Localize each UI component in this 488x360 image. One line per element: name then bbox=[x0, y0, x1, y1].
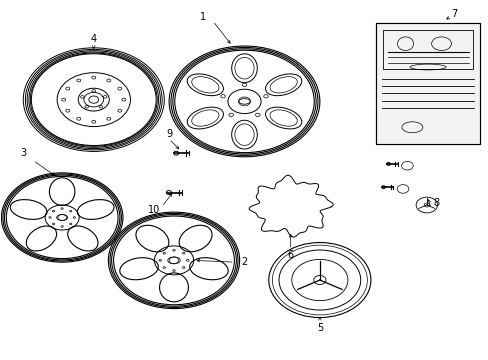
Bar bbox=[375, 23, 479, 144]
Text: 8: 8 bbox=[432, 198, 439, 208]
Text: 6: 6 bbox=[287, 250, 293, 260]
Text: 7: 7 bbox=[450, 9, 456, 19]
Text: 4: 4 bbox=[90, 34, 97, 44]
Bar bbox=[375, 23, 479, 144]
Text: 9: 9 bbox=[166, 129, 172, 139]
Text: 5: 5 bbox=[316, 323, 323, 333]
Bar bbox=[375, 23, 479, 144]
Text: 1: 1 bbox=[200, 13, 206, 22]
Text: 2: 2 bbox=[241, 257, 247, 267]
Text: 10: 10 bbox=[148, 205, 161, 215]
Text: 3: 3 bbox=[20, 148, 26, 158]
Bar bbox=[382, 30, 472, 69]
